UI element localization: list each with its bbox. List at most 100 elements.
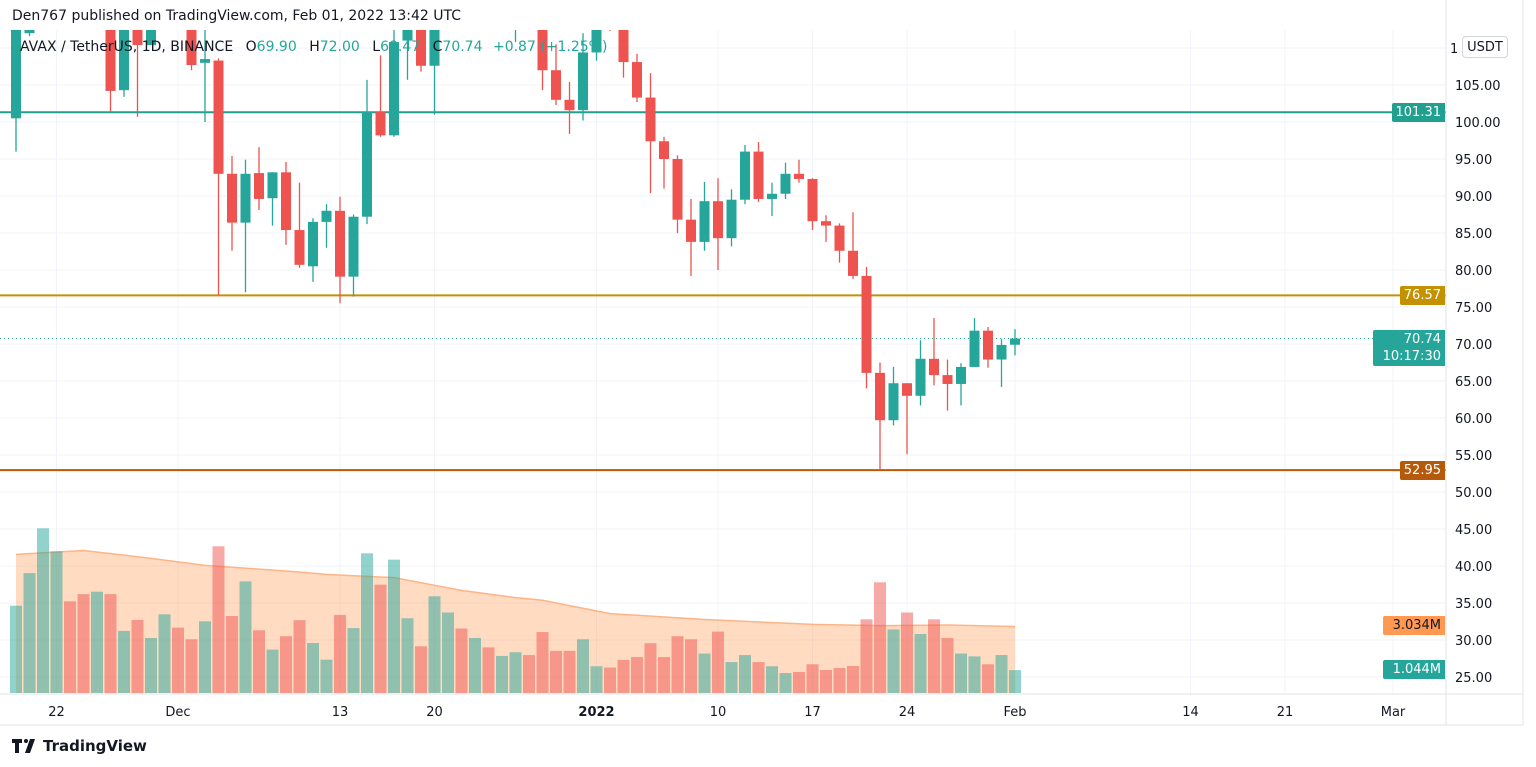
candle-body <box>929 358 939 376</box>
candle-body <box>807 178 818 222</box>
candle-body <box>11 30 21 119</box>
volume-bar <box>739 655 751 693</box>
volume-bar <box>523 655 535 693</box>
price-tick-label: 30.00 <box>1455 634 1492 649</box>
price-tick-label: 25.00 <box>1455 671 1492 686</box>
price-tick-partial: 1 <box>1450 42 1458 57</box>
volume-bar <box>91 591 103 693</box>
volume-bar <box>307 643 319 693</box>
candle-body <box>834 225 845 251</box>
volume-bar <box>712 631 724 693</box>
candle-body <box>794 173 804 179</box>
candle-body <box>537 30 548 71</box>
volume-bar <box>577 639 589 693</box>
currency-button[interactable]: USDT <box>1462 36 1508 58</box>
price-tick-label: 40.00 <box>1455 560 1492 575</box>
candle-body <box>821 221 831 226</box>
candle-body <box>200 59 210 63</box>
volume-bar <box>779 673 792 693</box>
volume-bar <box>280 636 292 693</box>
candle-body <box>267 172 278 199</box>
volume-bar <box>212 546 225 693</box>
volume-bar <box>145 637 157 693</box>
volume-bar <box>766 666 778 693</box>
candle-body <box>294 230 305 265</box>
candle-body <box>335 210 345 277</box>
price-tick-label: 60.00 <box>1455 412 1492 427</box>
volume-bar <box>482 647 495 693</box>
candle-body <box>942 375 953 384</box>
candle-body <box>780 173 791 194</box>
symbol-legend: AVAX / TetherUS, 1D, BINANCE O69.90 H72.… <box>20 39 607 55</box>
volume-bar <box>10 605 22 693</box>
bar-countdown: 10:17:30 <box>1382 348 1441 364</box>
volume-bar <box>428 596 441 693</box>
candle-body <box>429 30 440 66</box>
horizontal-lines[interactable] <box>0 111 1446 472</box>
candle-body <box>24 30 35 34</box>
price-tick-label: 75.00 <box>1455 301 1492 316</box>
candle-body <box>632 62 642 98</box>
volume-bar <box>995 655 1008 693</box>
time-axis[interactable]: 22 Dec 13 20 2022 10 17 24 Feb 14 21 Mar <box>48 705 1406 720</box>
volume-bar <box>590 666 603 693</box>
time-tick-label: 17 <box>804 705 821 720</box>
candle-body <box>713 201 723 239</box>
volume-bar <box>388 559 400 693</box>
time-tick-label: 2022 <box>578 705 614 720</box>
volume-bar <box>104 594 117 693</box>
candle-body <box>996 344 1007 360</box>
volume-bar <box>361 553 373 693</box>
volume-bar <box>968 656 981 693</box>
volume-bar <box>563 650 576 693</box>
price-tick-label: 55.00 <box>1455 449 1492 464</box>
candle-body <box>564 99 575 111</box>
volume-bar <box>172 627 184 693</box>
tradingview-logo[interactable]: TradingView <box>12 737 147 755</box>
volume-bar <box>914 634 927 693</box>
level-label-101: 101.31 <box>1391 103 1445 123</box>
candle-body <box>389 42 399 136</box>
volume-bar <box>469 637 481 693</box>
volume-bar <box>793 671 805 693</box>
volume-bar <box>860 619 873 693</box>
volume-bar <box>658 657 670 693</box>
symbol-name[interactable]: AVAX / TetherUS, 1D, BINANCE <box>20 39 234 55</box>
candle-body <box>511 11 521 18</box>
volume-bar <box>374 584 387 693</box>
level-label-76: 76.57 <box>1399 286 1445 306</box>
time-tick-label: 10 <box>710 705 727 720</box>
candle-body <box>1010 338 1020 345</box>
price-tick-label: 65.00 <box>1455 375 1492 390</box>
volume-bar <box>509 652 522 693</box>
volume-bar <box>725 662 738 693</box>
time-tick-label: Mar <box>1381 705 1406 720</box>
volume-bar <box>442 612 454 693</box>
open-label: O <box>245 39 257 55</box>
volume-bar <box>23 573 36 693</box>
volume-bar <box>158 614 171 693</box>
candle-body <box>375 111 386 136</box>
volume-bar <box>131 619 144 693</box>
candle-body <box>875 372 885 421</box>
price-tick-label: 95.00 <box>1455 153 1492 168</box>
candle-body <box>861 275 872 373</box>
close-label: C <box>432 39 443 55</box>
candle-body <box>659 141 669 159</box>
candle-body <box>416 30 426 66</box>
candle-body <box>699 201 710 242</box>
candle-body <box>915 358 926 396</box>
candle-body <box>105 30 116 91</box>
candle-body <box>240 173 251 223</box>
price-tick-label: 85.00 <box>1455 227 1492 242</box>
volume-bar <box>347 628 360 693</box>
candle-body <box>740 151 750 200</box>
price-axis[interactable]: 105.00 100.00 95.00 90.00 85.00 80.00 75.00 70.… <box>1455 79 1501 686</box>
volume-bar <box>617 659 630 693</box>
candle-body <box>132 30 143 46</box>
volume-bar <box>847 666 859 693</box>
volume-bar <box>874 582 886 693</box>
volume-bar <box>455 628 468 693</box>
volume-ma-area <box>16 550 1015 693</box>
